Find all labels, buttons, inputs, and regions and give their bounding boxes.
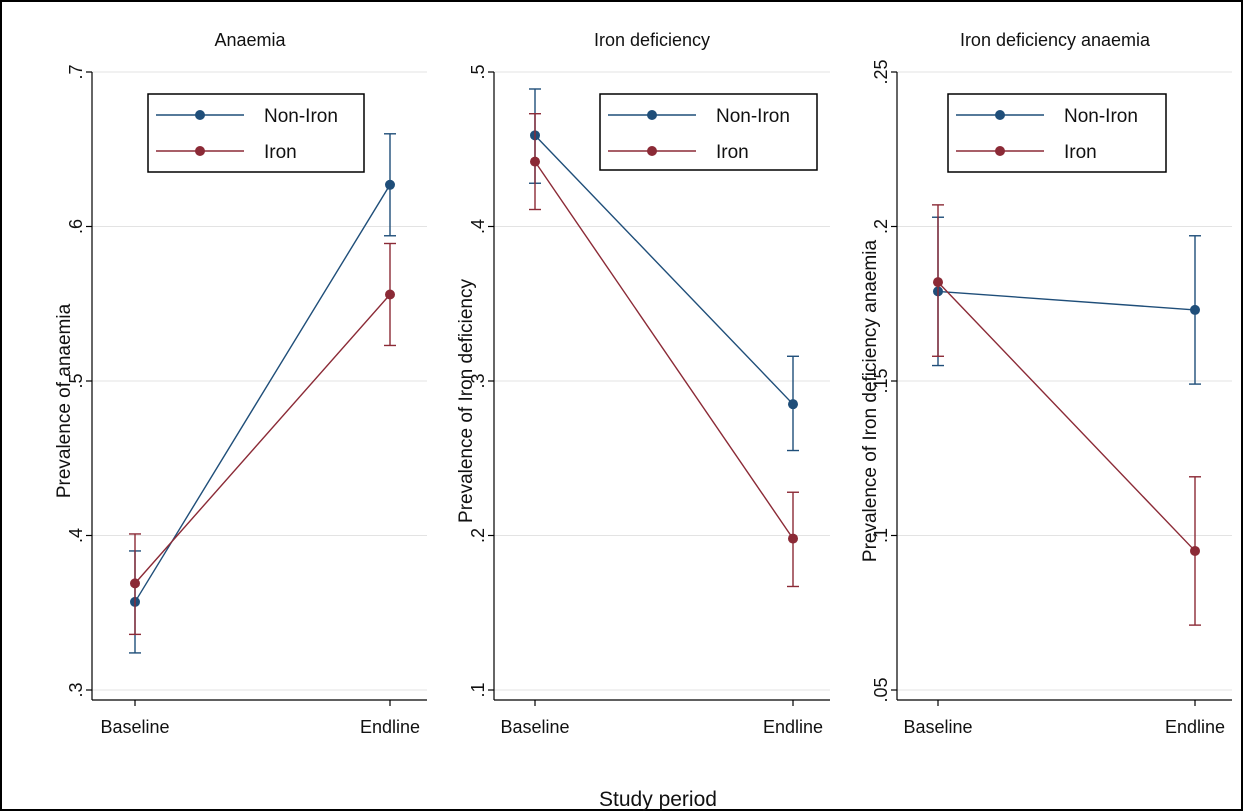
legend-marker (195, 146, 205, 156)
y-tick-label: .3 (468, 373, 488, 388)
y-tick-label: .5 (66, 373, 86, 388)
panel-2: .1 .2 .3 .4 .5 Baseline Endline Iron deficiency… (456, 30, 830, 737)
y-tick-label: .15 (871, 368, 891, 393)
y-axis-title: Prevalence of Iron deficiency (456, 279, 477, 523)
legend-box (599, 93, 818, 171)
legend-marker (995, 146, 1005, 156)
data-point (788, 399, 798, 410)
series-iron (529, 113, 799, 588)
data-point (385, 179, 395, 190)
legend: Non-Iron Iron (599, 93, 818, 171)
legend-label: Non-Iron (716, 106, 790, 127)
y-tick-label: .4 (66, 528, 86, 543)
y-tick-label: .25 (871, 59, 891, 84)
y-tick-label: .3 (66, 682, 86, 697)
series-line (134, 294, 391, 584)
panel-1: .3 .4 .5 .6 .7 Baseline Endline Anaemia Prevalen… (54, 30, 427, 737)
legend-label: Non-Iron (1064, 106, 1138, 127)
panel-title: Anaemia (214, 30, 286, 50)
legend: Non-Iron Iron (147, 93, 365, 173)
y-tick-label: .1 (871, 528, 891, 543)
y-tick-label: .5 (468, 64, 488, 79)
y-tick-label: .1 (468, 682, 488, 697)
panel-title: Iron deficiency anaemia (960, 30, 1151, 50)
legend-box (147, 93, 365, 173)
series-line (937, 290, 1196, 311)
series-line (534, 134, 794, 405)
y-tick-label: .4 (468, 219, 488, 234)
panel-3: .05 .1 .15 .2 .25 Baseline Endline Iron deficie… (860, 30, 1232, 737)
panels: .3 .4 .5 .6 .7 Baseline Endline Anaemia Prevalen… (54, 30, 1232, 737)
y-tick-label: .05 (871, 677, 891, 702)
data-point (130, 578, 140, 589)
data-point (788, 533, 798, 544)
series-line (937, 281, 1196, 552)
data-point (530, 156, 540, 167)
x-tick-label: Endline (763, 717, 823, 737)
x-tick-label: Endline (1165, 717, 1225, 737)
panel-title: Iron deficiency (594, 30, 710, 50)
legend-marker (647, 146, 657, 156)
y-tick-label: .2 (871, 219, 891, 234)
legend-marker (195, 110, 205, 120)
x-tick-label: Baseline (500, 717, 569, 737)
data-point (1190, 304, 1200, 315)
legend-label: Non-Iron (264, 106, 338, 127)
x-axis-title: Study period (599, 788, 717, 811)
data-point (385, 289, 395, 300)
y-tick-label: .6 (66, 219, 86, 234)
series-line (134, 184, 391, 603)
legend-label: Iron (264, 142, 297, 163)
legend: Non-Iron Iron (947, 93, 1167, 173)
data-point (933, 277, 943, 288)
x-tick-label: Endline (360, 717, 420, 737)
x-tick-label: Baseline (903, 717, 972, 737)
legend-label: Iron (1064, 142, 1097, 163)
y-axis-title: Prevalence of anaemia (54, 303, 75, 498)
y-tick-label: .7 (66, 64, 86, 79)
y-tick-label: .2 (468, 528, 488, 543)
x-tick-label: Baseline (100, 717, 169, 737)
legend-marker (995, 110, 1005, 120)
legend-marker (647, 110, 657, 120)
series-iron (932, 204, 1201, 626)
series-iron (129, 242, 396, 636)
legend-label: Iron (716, 142, 749, 163)
legend-box (947, 93, 1167, 173)
series-line (534, 161, 794, 539)
data-point (1190, 545, 1200, 556)
y-axis-title: Prevalence of Iron deficiency anaemia (860, 240, 881, 563)
